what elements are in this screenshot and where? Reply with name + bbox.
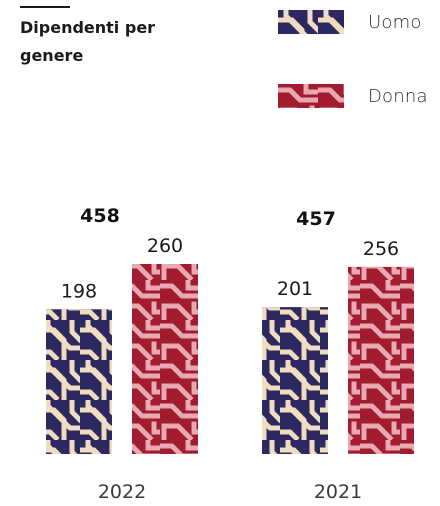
- total-label-2022: 458: [80, 205, 120, 227]
- value-label-uomo-2021: 201: [277, 278, 313, 300]
- value-label-uomo-2022: 198: [61, 280, 97, 302]
- legend-label-uomo: Uomo: [368, 11, 422, 33]
- value-label-donna-2021: 256: [363, 238, 399, 260]
- legend-label-donna: Donna: [368, 85, 428, 107]
- title-rule: [20, 6, 70, 8]
- legend-swatch-donna: [278, 84, 344, 108]
- legend-item-donna: Donna: [278, 84, 428, 108]
- legend-item-uomo: Uomo: [278, 10, 422, 34]
- bar-pattern-donna-2022: [132, 264, 198, 454]
- category-label-2022: 2022: [98, 481, 146, 503]
- bar-pattern-donna-2021: [348, 266, 414, 454]
- legend-swatch-uomo: [278, 10, 344, 34]
- total-label-2021: 457: [296, 208, 336, 230]
- bar-pattern-uomo-2021: [262, 307, 328, 454]
- value-label-donna-2022: 260: [147, 235, 183, 257]
- category-label-2021: 2021: [314, 481, 362, 503]
- chart-title: Dipendenti per genere: [20, 18, 156, 65]
- bar-pattern-uomo-2022: [46, 309, 112, 454]
